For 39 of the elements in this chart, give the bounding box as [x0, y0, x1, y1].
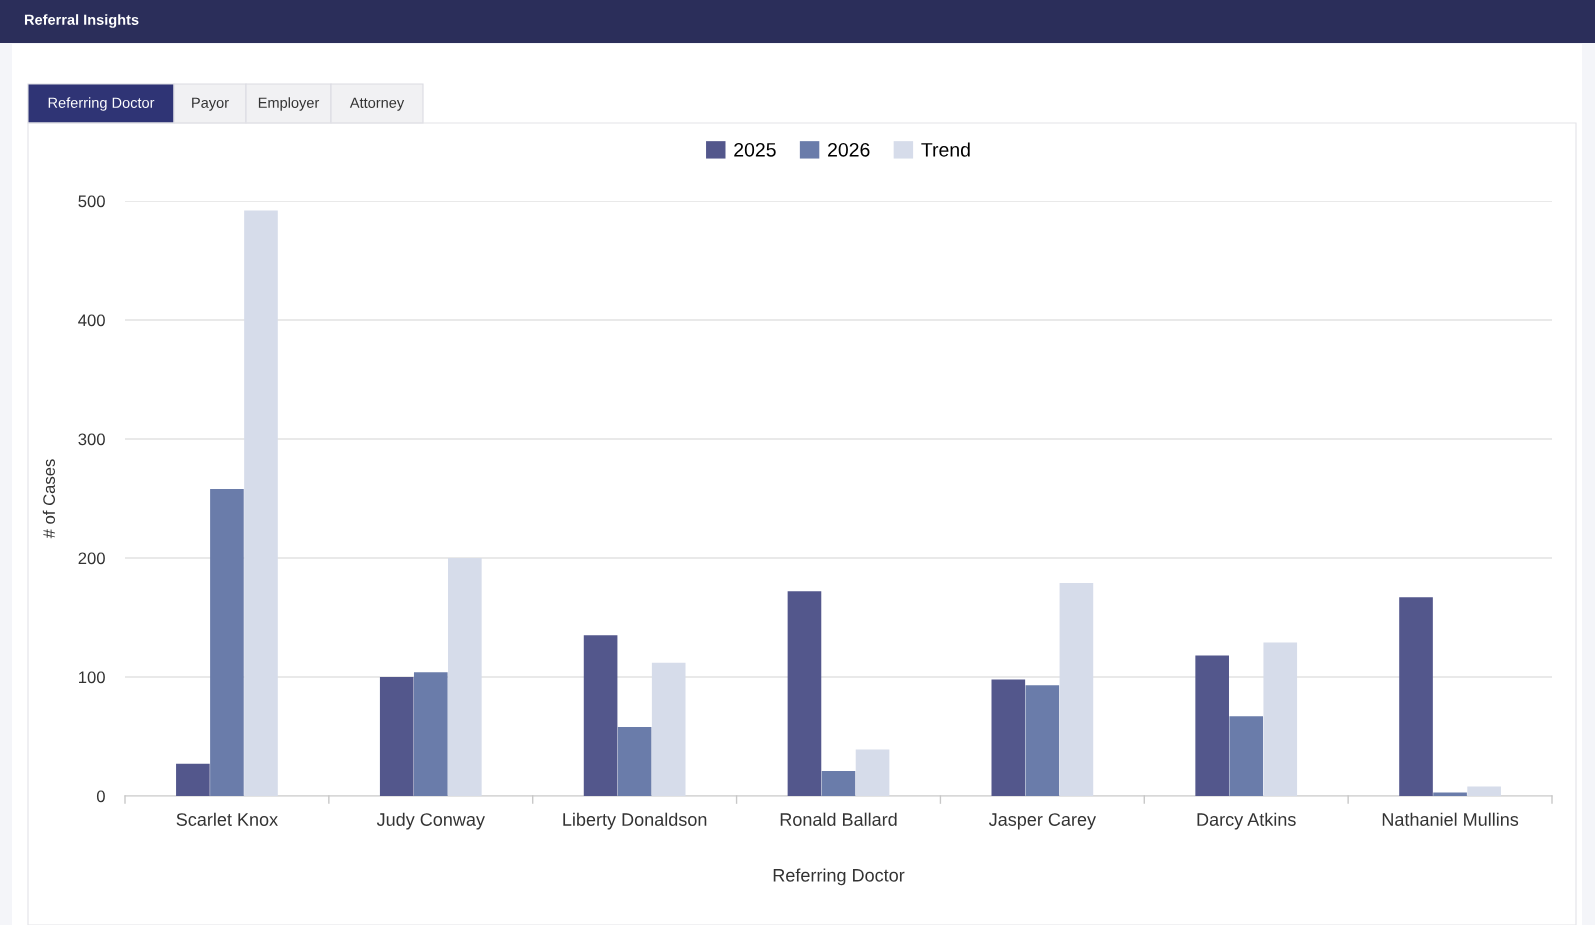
bar — [583, 635, 618, 796]
bar — [787, 591, 822, 796]
y-axis-title: # of Cases — [42, 459, 56, 539]
y-tick-label: 200 — [78, 552, 105, 565]
x-tick-label: Nathaniel Mullins — [1382, 812, 1519, 826]
bar — [379, 677, 414, 796]
y-tick-label: 0 — [96, 790, 105, 803]
y-tick-label: 100 — [79, 671, 105, 684]
legend-label: Trend — [921, 142, 970, 157]
chart-title: Referral Insights — [24, 14, 139, 28]
bar — [1433, 792, 1467, 796]
text: Referring Doctor — [48, 97, 155, 111]
bar — [821, 771, 856, 796]
text: Employer — [258, 97, 320, 111]
bar — [176, 763, 210, 796]
bar — [413, 672, 448, 796]
y-tick-label: 300 — [78, 433, 105, 446]
bar — [855, 749, 890, 796]
y-tick-label: 500 — [78, 195, 105, 208]
bar — [1195, 655, 1229, 796]
legend-label: 2025 — [734, 142, 776, 157]
x-tick-label: Liberty Donaldson — [563, 812, 707, 830]
bar — [617, 726, 652, 796]
x-tick-label: Judy Conway — [376, 812, 485, 830]
text: Payor — [192, 97, 229, 111]
bar — [1467, 786, 1501, 796]
x-tick-label: Jasper Carey — [988, 813, 1097, 830]
bar — [210, 488, 244, 796]
bar — [1025, 685, 1060, 796]
bar — [1399, 597, 1433, 796]
y-tick-label: 400 — [78, 314, 105, 327]
bar — [991, 679, 1026, 796]
text: Attorney — [349, 97, 405, 111]
x-tick-label: Darcy Atkins — [1197, 812, 1296, 830]
x-axis-title: Referring Doctor — [773, 868, 905, 886]
x-tick-label: Scarlet Knox — [176, 812, 278, 826]
bar — [1229, 716, 1264, 796]
x-tick-label: Ronald Ballard — [780, 812, 897, 826]
legend-label: 2026 — [828, 142, 870, 157]
